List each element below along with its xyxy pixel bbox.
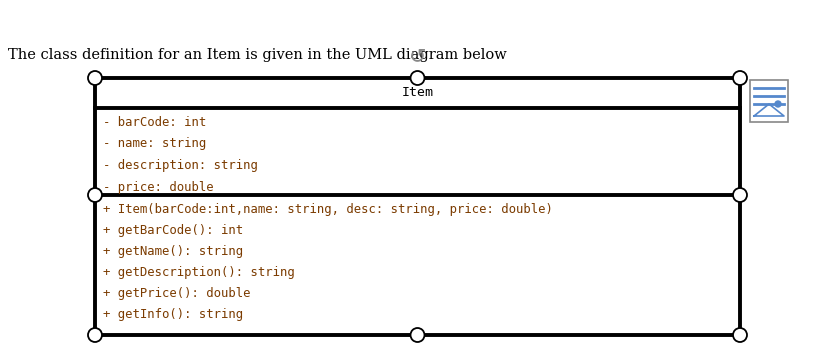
Text: + getName(): string: + getName(): string bbox=[103, 245, 243, 258]
Text: The class definition for an Item is given in the UML diagram below: The class definition for an Item is give… bbox=[8, 48, 507, 62]
Text: Item: Item bbox=[402, 86, 433, 99]
Text: + getPrice(): double: + getPrice(): double bbox=[103, 287, 250, 300]
Circle shape bbox=[410, 71, 424, 85]
Bar bbox=[95, 78, 740, 335]
Text: - price: double: - price: double bbox=[103, 181, 214, 194]
Circle shape bbox=[733, 328, 747, 342]
Circle shape bbox=[88, 188, 102, 202]
Circle shape bbox=[775, 101, 781, 107]
Circle shape bbox=[733, 71, 747, 85]
Text: - name: string: - name: string bbox=[103, 138, 206, 150]
Text: + getDescription(): string: + getDescription(): string bbox=[103, 266, 295, 279]
Text: + getInfo(): string: + getInfo(): string bbox=[103, 308, 243, 321]
Text: ↺: ↺ bbox=[409, 46, 426, 66]
Circle shape bbox=[410, 328, 424, 342]
Text: - barCode: int: - barCode: int bbox=[103, 116, 206, 129]
Bar bbox=[750, 80, 788, 122]
Circle shape bbox=[733, 188, 747, 202]
Text: - description: string: - description: string bbox=[103, 159, 258, 172]
Circle shape bbox=[88, 328, 102, 342]
Circle shape bbox=[88, 71, 102, 85]
Text: + getBarCode(): int: + getBarCode(): int bbox=[103, 224, 243, 237]
Text: + Item(barCode:int,name: string, desc: string, price: double): + Item(barCode:int,name: string, desc: s… bbox=[103, 203, 553, 216]
